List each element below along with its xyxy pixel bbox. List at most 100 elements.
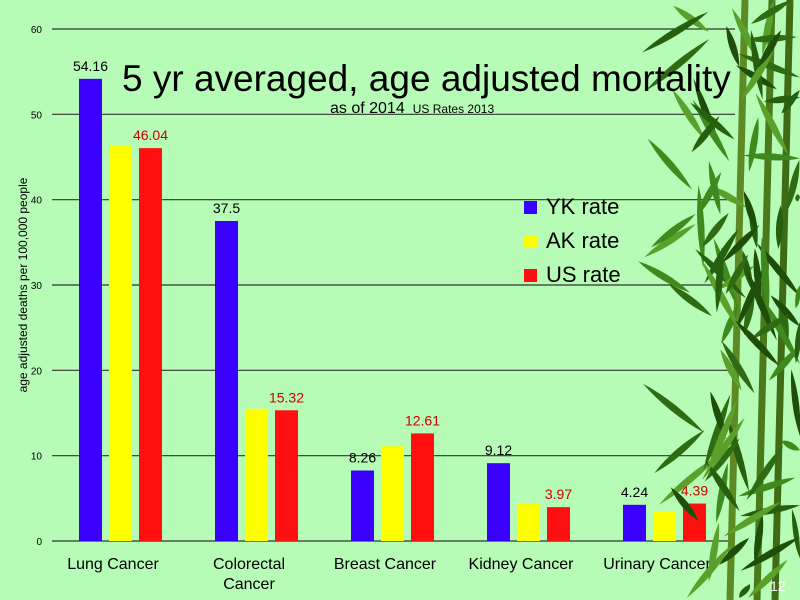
bamboo-leaf: [740, 48, 775, 101]
bamboo-leaf: [721, 340, 755, 394]
chart-title: 5 yr averaged, age adjusted mortality: [122, 58, 731, 99]
bar-yk-rate: [487, 463, 510, 541]
bamboo-leaf: [790, 369, 800, 437]
bamboo-leaf: [725, 254, 749, 294]
bamboo-leaf: [726, 25, 740, 67]
bamboo-leaf: [651, 214, 696, 248]
y-tick-label: 0: [36, 537, 42, 548]
bamboo-leaf: [750, 0, 792, 24]
bamboo-leaf: [762, 299, 800, 365]
bamboo-leaf: [754, 514, 764, 565]
bamboo-leaf: [703, 394, 731, 471]
bar-us-rate: [275, 410, 298, 541]
legend-label: US rate: [546, 262, 621, 287]
bamboo-leaf: [719, 537, 750, 565]
bamboo-leaf: [705, 398, 738, 476]
bamboo-leaf: [780, 440, 800, 451]
slide-number: 12: [770, 578, 786, 594]
legend-item-ak: AK rate: [524, 224, 621, 258]
bamboo-leaf: [736, 265, 765, 330]
bamboo-leaf: [710, 391, 726, 440]
bamboo-leaf: [690, 102, 735, 140]
y-tick-label: 60: [31, 25, 43, 36]
data-label: 4.39: [681, 483, 708, 499]
bamboo-leaf: [750, 29, 763, 100]
data-label: 15.32: [269, 389, 304, 405]
bamboo-leaf: [745, 267, 777, 341]
legend-swatch: [524, 234, 537, 248]
bamboo-leaf: [715, 247, 724, 313]
bar-us-rate: [139, 148, 162, 541]
bamboo-leaf: [721, 303, 739, 344]
bamboo-leaf: [672, 89, 705, 140]
bar-ak-rate: [653, 511, 676, 541]
bamboo-leaf: [701, 260, 741, 331]
bamboo-leaf: [670, 487, 699, 522]
x-tick-label: Lung Cancer: [67, 556, 159, 573]
bamboo-leaf: [644, 224, 696, 258]
y-tick-label: 10: [31, 452, 43, 463]
bamboo-leaf: [781, 90, 800, 114]
bamboo-leaf: [743, 190, 758, 233]
bamboo-leaf: [642, 383, 704, 433]
bar-yk-rate: [215, 221, 238, 541]
legend-swatch: [524, 200, 537, 214]
bamboo-leaf: [647, 138, 693, 190]
x-tick-label: Kidney Cancer: [469, 556, 575, 573]
x-tick-label: Breast Cancer: [334, 556, 437, 573]
bamboo-leaf: [740, 536, 800, 571]
legend-label: YK rate: [546, 194, 620, 219]
x-tick-label: Colorectal: [213, 556, 285, 573]
data-label: 37.5: [213, 200, 240, 216]
bamboo-leaf: [673, 5, 709, 32]
bamboo-leaf: [691, 116, 720, 153]
bamboo-leaf: [744, 34, 797, 43]
data-label: 46.04: [133, 127, 168, 143]
bar-ak-rate: [109, 145, 132, 541]
bamboo-leaf: [708, 161, 721, 215]
legend: YK rate AK rate US rate: [524, 190, 621, 292]
bar-yk-rate: [79, 78, 102, 542]
y-tick-label: 40: [31, 196, 43, 207]
data-label: 12.61: [405, 412, 440, 428]
bamboo-leaf: [710, 186, 747, 208]
bamboo-leaf: [760, 237, 770, 311]
bamboo-leaf: [755, 93, 789, 156]
data-label: 3.97: [545, 486, 572, 502]
bamboo-stalk: [726, 0, 749, 600]
legend-item-us: US rate: [524, 258, 621, 292]
subtitle-year: as of 2014: [330, 100, 405, 117]
bamboo-leaf: [654, 429, 705, 474]
bamboo-leaf: [721, 224, 760, 263]
bamboo-leaf: [753, 248, 762, 301]
bamboo-leaf: [770, 295, 800, 327]
bar-us-rate: [547, 507, 570, 541]
bamboo-leaf: [686, 545, 732, 598]
bamboo-leaf: [795, 285, 800, 309]
bamboo-leaf: [758, 30, 782, 68]
bamboo-leaf: [723, 501, 781, 537]
bar-ak-rate: [381, 446, 404, 541]
bamboo-leaf: [787, 159, 800, 210]
legend-swatch: [524, 268, 537, 282]
bamboo-leaf: [795, 194, 800, 202]
bamboo-leaf: [746, 445, 784, 500]
bamboo-leaf: [751, 314, 790, 339]
bar-ak-rate: [245, 408, 268, 541]
data-label: 4.24: [621, 484, 648, 500]
chart-subtitle: as of 2014 US Rates 2013: [330, 100, 494, 118]
bamboo-leaf: [701, 213, 729, 248]
x-tick-label: Cancer: [223, 576, 275, 593]
bamboo-leaf: [748, 117, 759, 172]
bamboo-leaf: [668, 283, 713, 317]
y-tick-label: 50: [31, 110, 43, 121]
bar-yk-rate: [351, 470, 374, 541]
x-tick-label: Urinary Cancer: [603, 556, 711, 573]
legend-label: AK rate: [546, 228, 620, 253]
subtitle-note: US Rates 2013: [412, 102, 495, 116]
bamboo-leaf: [747, 559, 788, 598]
bamboo-leaf: [645, 39, 710, 91]
y-axis-label: age adjusted deaths per 100,000 people: [16, 177, 30, 392]
